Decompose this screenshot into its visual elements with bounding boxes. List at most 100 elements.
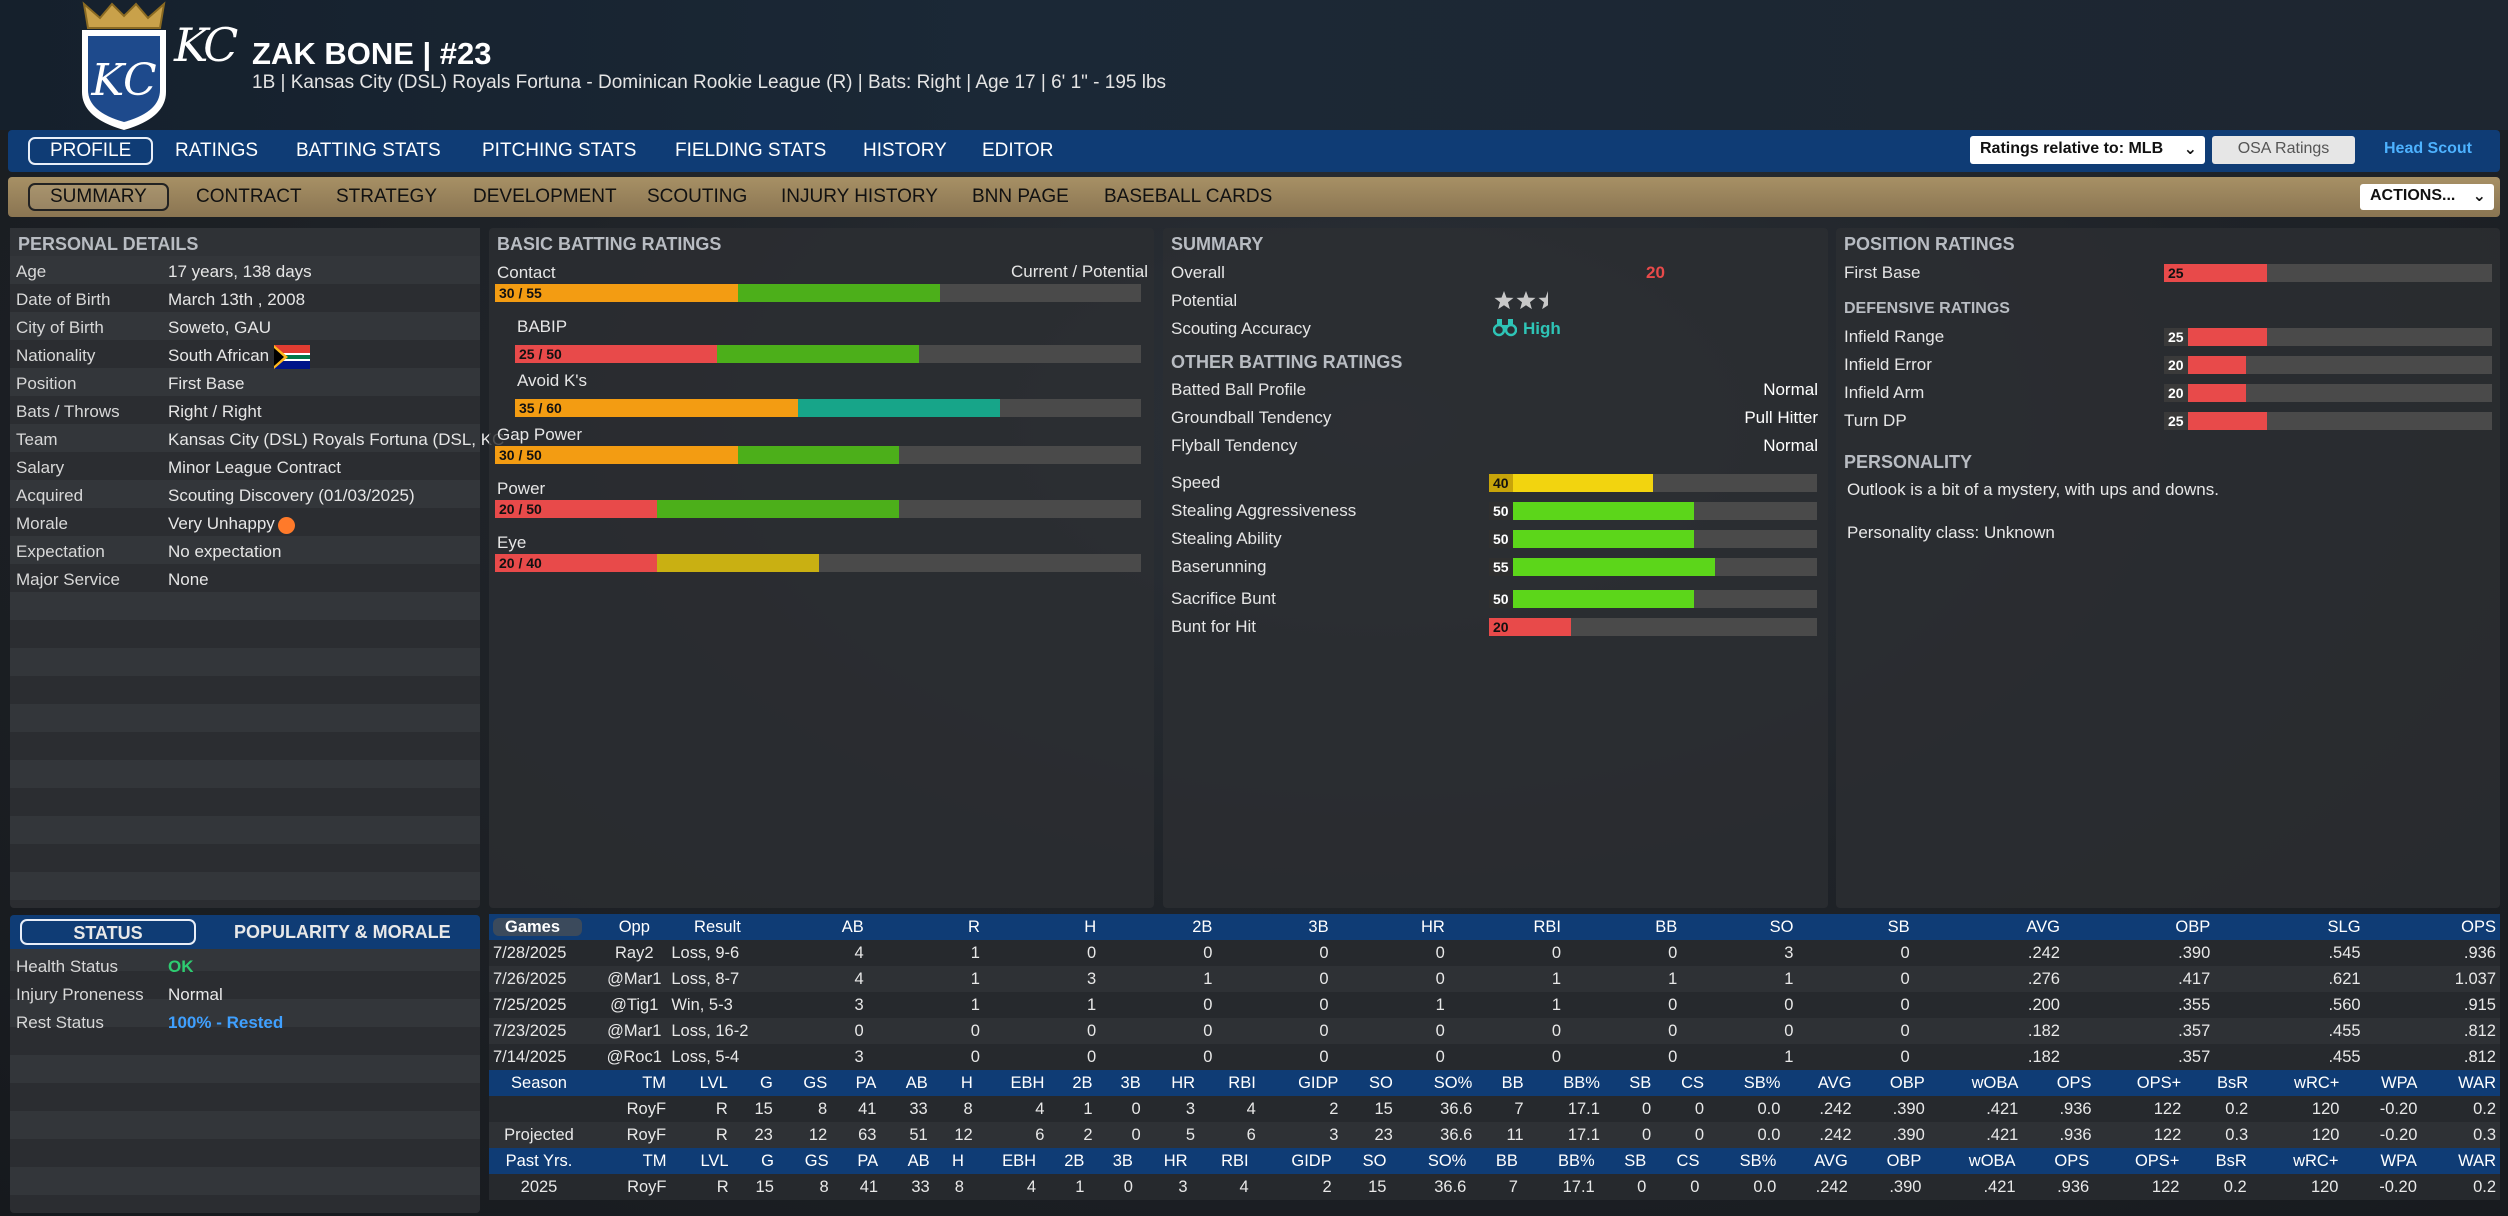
season-header-cell[interactable]: AB (880, 1070, 932, 1096)
past-header-cell[interactable]: SB (1598, 1148, 1651, 1174)
season-header-cell[interactable]: BB (1476, 1070, 1528, 1096)
subtab-strategy[interactable]: STRATEGY (336, 186, 437, 207)
past-header-cell[interactable]: SO (1335, 1148, 1391, 1174)
subtab-injury-history[interactable]: INJURY HISTORY (781, 186, 938, 207)
past-header-cell[interactable]: 2B (1040, 1148, 1089, 1174)
past-header-cell[interactable]: BB% (1521, 1148, 1599, 1174)
past-header-cell[interactable]: H (933, 1148, 968, 1174)
games-header-cell[interactable]: R (867, 914, 984, 940)
game-row[interactable]: 7/28/2025 Ray2 Loss, 9-6 4 1 0 0 0 0 0 0 3 0.242.390… (489, 940, 2500, 966)
season-header-cell[interactable]: WAR (2421, 1070, 2500, 1096)
tab-status[interactable]: STATUS (20, 919, 196, 945)
games-header-cell[interactable]: SLG (2214, 914, 2365, 940)
game-row[interactable]: 7/14/2025 @Roc1 Loss, 5-4 3 0 0 0 0 0 0 0 1 0.182.35… (489, 1044, 2500, 1070)
season-header-cell[interactable]: TM (589, 1070, 671, 1096)
past-header-cell[interactable]: BB (1470, 1148, 1522, 1174)
games-header-cell[interactable]: AVG (1913, 914, 2064, 940)
season-header-cell[interactable]: HR (1144, 1070, 1200, 1096)
subtab-development[interactable]: DEVELOPMENT (473, 186, 617, 207)
games-header-cell[interactable]: OPS (2364, 914, 2500, 940)
past-header-cell[interactable]: BsR (2183, 1148, 2251, 1174)
games-header-cell[interactable]: H (983, 914, 1101, 940)
past-header-cell[interactable]: wRC+ (2250, 1148, 2343, 1174)
season-header-cell[interactable]: H (931, 1070, 977, 1096)
season-header-cell[interactable]: OPS+ (2095, 1070, 2186, 1096)
game-row[interactable]: 7/23/2025 @Mar1 Loss, 16-2 0 0 0 0 0 0 0 0 0 0.182.3… (489, 1018, 2500, 1044)
games-header-cell[interactable]: 3B (1216, 914, 1333, 940)
games-header-cell[interactable]: BB (1565, 914, 1682, 940)
tab-ratings[interactable]: RATINGS (175, 140, 259, 161)
tab-profile[interactable]: PROFILE (28, 137, 154, 165)
season-header-cell[interactable]: WPA (2343, 1070, 2422, 1096)
season-header-cell[interactable]: BsR (2185, 1070, 2253, 1096)
games-header-cell[interactable]: 2B (1100, 914, 1217, 940)
game-row[interactable]: 7/25/2025 @Tig1 Win, 5-3 3 1 1 0 0 1 1 0 0 0.200.355… (489, 992, 2500, 1018)
past-header-cell[interactable]: LVL (670, 1148, 733, 1174)
season-header-cell[interactable]: wRC+ (2252, 1070, 2344, 1096)
game-row[interactable]: 7/26/2025 @Mar1 Loss, 8-7 4 1 3 1 0 0 1 1 1 0.276.41… (489, 966, 2500, 992)
past-header-cell[interactable]: Past Yrs. (489, 1148, 589, 1174)
past-header-cell[interactable]: WPA (2342, 1148, 2421, 1174)
season-header-cell[interactable]: G (731, 1070, 777, 1096)
tab-editor[interactable]: EDITOR (982, 140, 1054, 161)
past-header-cell[interactable]: AVG (1780, 1148, 1852, 1174)
season-header-cell[interactable]: SO% (1396, 1070, 1477, 1096)
season-header-cell[interactable]: SB% (1708, 1070, 1785, 1096)
games-header-cell[interactable]: SB (1797, 914, 1914, 940)
past-header-cell[interactable]: OPS+ (2093, 1148, 2184, 1174)
games-header-cell[interactable]: AB (767, 914, 868, 940)
past-header-cell[interactable]: CS (1650, 1148, 1704, 1174)
past-header-cell[interactable]: 3B (1088, 1148, 1137, 1174)
season-header-cell[interactable]: BB% (1527, 1070, 1604, 1096)
subtab-scouting[interactable]: SCOUTING (647, 186, 748, 207)
past-header-cell[interactable]: SO% (1390, 1148, 1471, 1174)
ratings-relative-select[interactable]: Ratings relative to: MLB ⌄ (1970, 136, 2205, 164)
season-header-cell[interactable]: wOBA (1928, 1070, 2023, 1096)
past-header-cell[interactable]: wOBA (1925, 1148, 2020, 1174)
past-header-cell[interactable]: SB% (1703, 1148, 1781, 1174)
season-header-cell[interactable]: LVL (670, 1070, 732, 1096)
past-header-cell[interactable]: AB (882, 1148, 934, 1174)
past-header-cell[interactable]: HR (1136, 1148, 1192, 1174)
season-header-cell[interactable]: PA (831, 1070, 881, 1096)
subtab-bnn-page[interactable]: BNN PAGE (972, 186, 1069, 207)
season-header-cell[interactable]: AVG (1784, 1070, 1856, 1096)
games-header-cell[interactable]: SO (1681, 914, 1798, 940)
past-header-cell[interactable]: WAR (2420, 1148, 2500, 1174)
games-dropdown[interactable]: Games (489, 914, 602, 940)
tab-pitching-stats[interactable]: PITCHING STATS (482, 140, 637, 161)
actions-dropdown[interactable]: ACTIONS... ⌄ (2360, 184, 2494, 210)
past-header-cell[interactable]: GIDP (1252, 1148, 1336, 1174)
past-header-cell[interactable]: TM (589, 1148, 671, 1174)
games-header-cell[interactable]: OBP (2063, 914, 2215, 940)
past-header-cell[interactable]: G (732, 1148, 778, 1174)
subtab-summary[interactable]: SUMMARY (28, 183, 169, 211)
subtab-contract[interactable]: CONTRACT (196, 186, 302, 207)
season-header-cell[interactable]: SB (1603, 1070, 1656, 1096)
osa-ratings-button[interactable]: OSA Ratings (2212, 136, 2355, 164)
tab-batting-stats[interactable]: BATTING STATS (296, 140, 441, 161)
games-header-cell[interactable]: RBI (1448, 914, 1566, 940)
season-header-cell[interactable]: OPS (2022, 1070, 2096, 1096)
season-header-cell[interactable]: 2B (1048, 1070, 1097, 1096)
subtab-baseball-cards[interactable]: BASEBALL CARDS (1104, 186, 1273, 207)
past-header-cell[interactable]: OBP (1851, 1148, 1926, 1174)
season-header-cell[interactable]: GIDP (1259, 1070, 1343, 1096)
past-header-cell[interactable]: GS (777, 1148, 833, 1174)
past-header-cell[interactable]: RBI (1191, 1148, 1253, 1174)
tab-fielding-stats[interactable]: FIELDING STATS (675, 140, 827, 161)
season-header-cell[interactable]: RBI (1199, 1070, 1260, 1096)
games-header-cell[interactable]: Opp (601, 914, 668, 940)
past-header-cell[interactable]: OPS (2019, 1148, 2094, 1174)
season-header-cell[interactable]: SO (1342, 1070, 1397, 1096)
tab-history[interactable]: HISTORY (863, 140, 947, 161)
season-header-cell[interactable]: Season (489, 1070, 589, 1096)
games-header-cell[interactable]: HR (1332, 914, 1449, 940)
season-header-cell[interactable]: CS (1655, 1070, 1709, 1096)
season-header-cell[interactable]: 3B (1096, 1070, 1145, 1096)
season-header-cell[interactable]: OBP (1855, 1070, 1929, 1096)
past-header-cell[interactable]: PA (832, 1148, 883, 1174)
games-header-cell[interactable]: Result (667, 914, 768, 940)
tab-popularity-morale[interactable]: POPULARITY & MORALE (234, 922, 451, 942)
head-scout-button[interactable]: Head Scout (2360, 136, 2496, 164)
